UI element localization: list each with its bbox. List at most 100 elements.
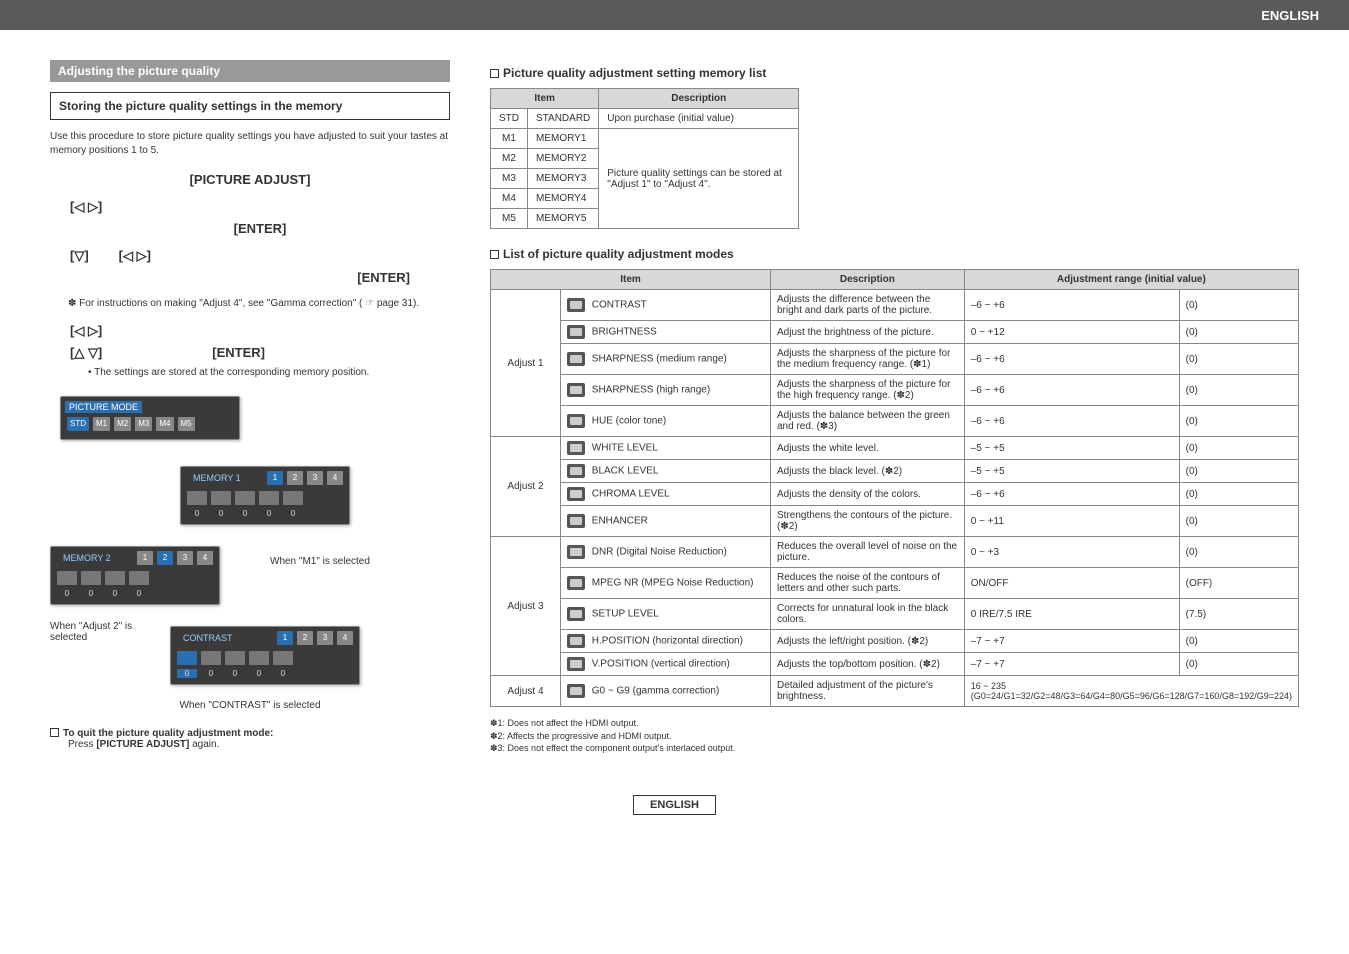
- mode-desc: Adjusts the difference between the brigh…: [771, 290, 965, 321]
- hue-icon: [283, 491, 303, 505]
- caption-adj2: When "Adjust 2" is selected: [50, 621, 150, 643]
- osd-mem1-v5: 0: [283, 509, 303, 518]
- mode-name-text: CHROMA LEVEL: [589, 489, 670, 500]
- mode-range: –6 ~ +6: [964, 375, 1179, 406]
- table-row: BRIGHTNESSAdjust the brightness of the p…: [491, 321, 1299, 344]
- osd-mode-m1: M1: [93, 417, 110, 431]
- mode-name-text: CONTRAST: [589, 300, 647, 311]
- osd-mem2-v4: 0: [129, 589, 149, 598]
- square-icon: [490, 69, 499, 78]
- mode-icon: [567, 298, 585, 312]
- modes-th-range: Adjustment range (initial value): [964, 270, 1298, 290]
- mode-init: (0): [1179, 537, 1298, 568]
- step4-ud: [△ ▽]: [70, 345, 102, 361]
- caption-m1: When "M1" is selected: [270, 556, 370, 567]
- mode-name-text: ENHANCER: [589, 516, 648, 527]
- modes-table: Item Description Adjustment range (initi…: [490, 269, 1299, 707]
- mode-icon: [567, 545, 585, 559]
- mode-name: BRIGHTNESS: [561, 321, 771, 344]
- table-row: HUE (color tone) Adjusts the balance betw…: [491, 406, 1299, 437]
- mode-icon: [567, 464, 585, 478]
- step3-enter: [ENTER]: [70, 270, 450, 285]
- mem-code-5: M5: [491, 209, 528, 229]
- table-row: H.POSITION (horizontal direction)Adjusts…: [491, 630, 1299, 653]
- mode-desc: Reduces the overall level of noise on th…: [771, 537, 965, 568]
- mode-name-text: HUE (color tone): [589, 416, 666, 427]
- mode-init: (0): [1179, 506, 1298, 537]
- mode-range: 0 ~ +12: [964, 321, 1179, 344]
- table-row: M1 MEMORY1 Picture quality settings can …: [491, 129, 799, 149]
- mode-icon: [567, 325, 585, 339]
- step4-lr: [◁ ▷]: [70, 323, 102, 339]
- mem-list-title: Picture quality adjustment setting memor…: [490, 66, 1299, 80]
- step3: [▽] [◁ ▷] [ENTER]: [70, 248, 450, 285]
- osd-mem1-v4: 0: [259, 509, 279, 518]
- table-row: V.POSITION (vertical direction)Adjusts t…: [491, 653, 1299, 676]
- osd-mem1-v2: 0: [211, 509, 231, 518]
- black-icon: [81, 571, 101, 585]
- osd-con-v1: 0: [177, 669, 197, 678]
- osd-mem1-n4: 4: [327, 471, 343, 485]
- step3-down: [▽]: [70, 248, 89, 264]
- modes-th-desc: Description: [771, 270, 965, 290]
- mode-name: MPEG NR (MPEG Noise Reduction): [561, 568, 771, 599]
- brightness2-icon: [201, 651, 221, 665]
- osd-panel1-title: PICTURE MODE: [65, 401, 142, 413]
- mem-name-5: MEMORY5: [528, 209, 599, 229]
- mode-name: DNR (Digital Noise Reduction): [561, 537, 771, 568]
- footnotes: ✽1: Does not affect the HDMI output. ✽2:…: [490, 717, 1299, 755]
- mode-init: (0): [1179, 290, 1298, 321]
- mode-name-text: H.POSITION (horizontal direction): [589, 636, 743, 647]
- mode-name: V.POSITION (vertical direction): [561, 653, 771, 676]
- mode-range: –6 ~ +6: [964, 483, 1179, 506]
- osd-mem1-v1: 0: [187, 509, 207, 518]
- mode-range: –7 ~ +7: [964, 630, 1179, 653]
- step2: [◁ ▷] [ENTER]: [70, 199, 450, 236]
- footnote-1: ✽1: Does not affect the HDMI output.: [490, 717, 1299, 730]
- osd-con-v5: 0: [273, 669, 293, 678]
- mem-merged-desc: Picture quality settings can be stored a…: [599, 129, 799, 229]
- mode-desc: Reduces the noise of the contours of let…: [771, 568, 965, 599]
- sharpness3-icon: [225, 651, 245, 665]
- mode-init: (0): [1179, 321, 1298, 344]
- sharpness-icon: [235, 491, 255, 505]
- mode-range: –6 ~ +6: [964, 290, 1179, 321]
- osd-panel3-title: MEMORY 2: [57, 549, 117, 567]
- square-icon: [50, 728, 59, 737]
- mode-range: –5 ~ +5: [964, 460, 1179, 483]
- sharpness4-icon: [249, 651, 269, 665]
- step2-enter: [ENTER]: [70, 221, 450, 236]
- group-label: Adjust 1: [491, 290, 561, 437]
- osd-mode-m2: M2: [114, 417, 131, 431]
- table-row: BLACK LEVELAdjusts the black level. (✽2)…: [491, 460, 1299, 483]
- osd-con-n1: 1: [277, 631, 293, 645]
- quit-block: To quit the picture quality adjustment m…: [50, 727, 450, 750]
- mode-init: (0): [1179, 437, 1298, 460]
- table-row: SETUP LEVELCorrects for unnatural look i…: [491, 599, 1299, 630]
- enhancer-icon: [129, 571, 149, 585]
- osd-mode-m5: M5: [178, 417, 195, 431]
- table-row: Adjust 4 G0 ~ G9 (gamma correction)Detai…: [491, 676, 1299, 707]
- header-bar: ENGLISH: [0, 0, 1349, 30]
- table-row: Adjust 3 DNR (Digital Noise Reduction)Re…: [491, 537, 1299, 568]
- osd-modes-row: STD M1 M2 M3 M4 M5: [61, 415, 239, 433]
- square-icon: [490, 250, 499, 259]
- storing-title: Storing the picture quality settings in …: [50, 92, 450, 120]
- mode-desc: Adjusts the balance between the green an…: [771, 406, 965, 437]
- group-label: Adjust 3: [491, 537, 561, 676]
- mem-code-1: M1: [491, 129, 528, 149]
- mode-icon: [567, 607, 585, 621]
- mode-icon: [567, 383, 585, 397]
- mode-desc: Detailed adjustment of the picture's bri…: [771, 676, 965, 707]
- mode-name-text: BRIGHTNESS: [589, 327, 657, 338]
- osd-panel4-title: CONTRAST: [177, 629, 239, 647]
- group-label: Adjust 2: [491, 437, 561, 537]
- mem-desc-0: Upon purchase (initial value): [599, 109, 799, 129]
- mem-name-1: MEMORY1: [528, 129, 599, 149]
- mode-desc: Corrects for unnatural look in the black…: [771, 599, 965, 630]
- mode-name-text: SHARPNESS (medium range): [589, 354, 727, 365]
- section-title: Adjusting the picture quality: [50, 60, 450, 82]
- mem-name-0: STANDARD: [528, 109, 599, 129]
- osd-panel-memory1: MEMORY 1 1 2 3 4 0 0 0: [180, 466, 350, 525]
- osd-con-v2: 0: [201, 669, 221, 678]
